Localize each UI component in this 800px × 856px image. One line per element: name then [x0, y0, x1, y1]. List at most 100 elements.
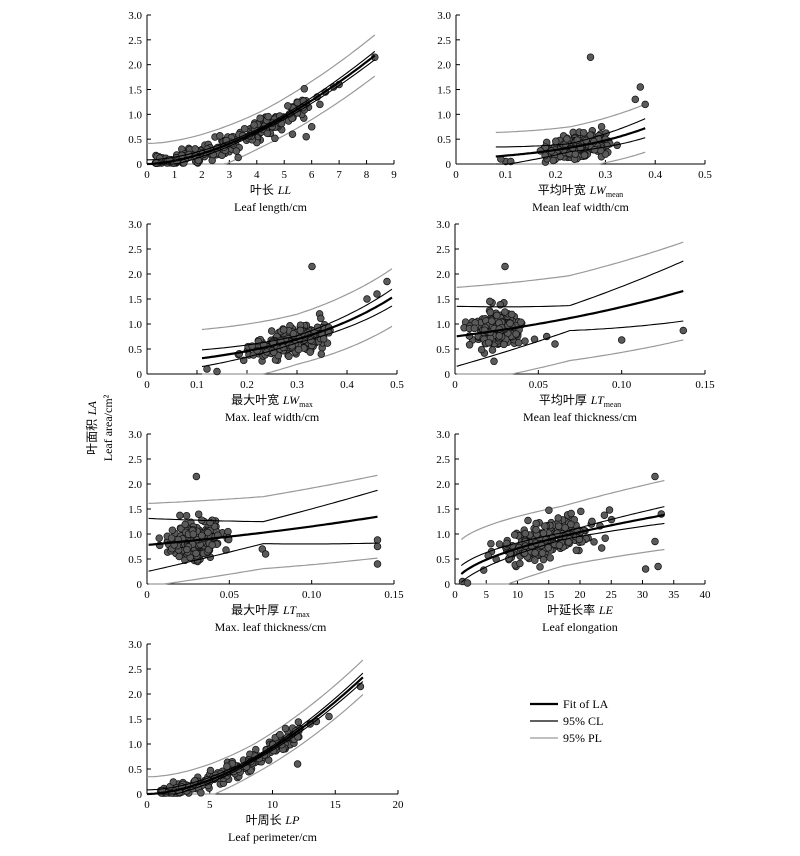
data-point — [555, 541, 564, 550]
data-point — [263, 129, 272, 138]
y-tick-label: 0 — [137, 159, 143, 171]
x-tick-label: 0.1 — [499, 169, 513, 181]
x-tick-label: 0.3 — [599, 169, 613, 181]
y-tick-label: 3.0 — [436, 219, 450, 231]
data-point — [554, 522, 563, 530]
fit-line — [456, 289, 684, 338]
data-point — [605, 506, 614, 514]
pl-upper-line — [148, 474, 378, 504]
cl-lower-line — [456, 320, 684, 367]
x-label-en: Mean leaf thickness/cm — [523, 410, 638, 424]
y-tick-label: 0.5 — [437, 134, 451, 146]
data-point — [564, 538, 573, 546]
x-tick-label: 3 — [227, 169, 233, 181]
x-tick-label: 5 — [484, 589, 490, 601]
y-tick-label: 1.0 — [436, 529, 450, 541]
data-point — [552, 137, 560, 146]
y-tick-label: 1.5 — [436, 294, 450, 306]
y-tick-label: 2.5 — [128, 244, 142, 256]
data-point — [493, 311, 501, 320]
fit-line — [201, 296, 393, 360]
data-point — [651, 537, 659, 546]
data-point — [216, 132, 224, 140]
cl-upper-line — [147, 672, 364, 791]
y-tick-label: 3.0 — [128, 639, 142, 651]
cl-lower-line — [147, 59, 376, 165]
pl-upper-line — [147, 34, 376, 144]
panel-LP: 0 0.5 1.0 1.5 2.0 2.5 3.0 0 5 10 15 20 叶周长 LP Leaf pe… — [128, 639, 404, 844]
cl-upper-line — [148, 489, 378, 523]
data-point — [477, 345, 486, 354]
x-tick-label: 15 — [330, 799, 342, 811]
data-point — [487, 539, 495, 548]
x-tick-label: 5 — [207, 799, 213, 811]
panel-LTmean: 0 0.5 1.0 1.5 2.0 2.5 3.0 0 0.05 0.10 0.15 平均叶厚 LTm… — [436, 219, 715, 424]
y-tick-label: 2.0 — [128, 60, 142, 72]
y-tick-label: 2.0 — [437, 60, 451, 72]
y-tick-label: 3.0 — [128, 219, 142, 231]
data-point — [204, 528, 212, 537]
y-tick-label: 2.5 — [436, 454, 450, 466]
data-point — [264, 112, 272, 121]
y-tick-label: 0.5 — [128, 134, 142, 146]
x-tick-label: 0.2 — [240, 379, 254, 391]
pl-lower-line — [461, 548, 665, 585]
data-point — [373, 560, 382, 568]
x-tick-label: 0.5 — [698, 169, 712, 181]
x-label-cn: 最大叶厚 LTmax — [231, 603, 310, 619]
legend-label: Fit of LA — [563, 697, 609, 711]
data-point — [175, 552, 183, 561]
x-tick-label: 40 — [700, 589, 712, 601]
y-tick-label: 1.5 — [436, 504, 450, 516]
y-tick-label: 1.0 — [437, 109, 451, 121]
data-point — [532, 519, 540, 528]
data-point — [514, 338, 523, 347]
x-label-en: Leaf perimeter/cm — [228, 830, 318, 844]
y-tick-label: 0 — [445, 369, 451, 381]
pl-lower-line — [148, 557, 378, 585]
data-point — [636, 83, 645, 91]
data-point — [521, 529, 530, 538]
data-point — [383, 277, 391, 286]
data-point — [470, 324, 479, 333]
x-tick-label: 4 — [254, 169, 260, 181]
data-point — [373, 542, 382, 551]
data-point — [302, 132, 310, 141]
data-point — [545, 506, 553, 514]
data-point — [488, 346, 497, 354]
x-label-cn: 叶延长率 LE — [547, 602, 614, 617]
data-point — [261, 550, 270, 558]
y-tick-label: 0.5 — [128, 764, 142, 776]
x-tick-label: 10 — [512, 589, 524, 601]
y-tick-label: 1.0 — [436, 319, 450, 331]
x-tick-label: 0 — [144, 379, 150, 391]
y-tick-label: 0 — [137, 369, 143, 381]
data-point — [580, 151, 589, 159]
x-tick-label: 9 — [391, 169, 397, 181]
data-point — [490, 357, 498, 366]
data-point — [531, 549, 539, 557]
pl-lower-line — [456, 339, 684, 375]
x-label-cn: 平均叶厚 LTmean — [539, 393, 621, 409]
data-point — [597, 544, 606, 552]
x-tick-label: 8 — [364, 169, 370, 181]
y-tick-label: 2.0 — [436, 269, 450, 281]
data-point — [213, 367, 221, 376]
y-tick-label: 0.5 — [436, 554, 450, 566]
y-tick-label: 2.5 — [128, 454, 142, 466]
pl-upper-line — [146, 659, 364, 778]
y-tick-label: 1.0 — [128, 319, 142, 331]
x-tick-label: 0 — [453, 169, 459, 181]
x-label-cn: 叶周长 LP — [246, 813, 301, 827]
data-point — [577, 507, 585, 516]
y-tick-label: 1.5 — [128, 504, 142, 516]
data-point — [176, 511, 184, 520]
x-tick-label: 15 — [543, 589, 555, 601]
x-label-en: Leaf elongation — [542, 620, 618, 634]
x-tick-label: 0.05 — [529, 379, 549, 391]
x-tick-label: 0.15 — [695, 379, 715, 391]
data-point — [294, 718, 303, 726]
data-point — [308, 262, 316, 271]
cl-upper-line — [456, 260, 684, 308]
cl-upper-line — [495, 118, 646, 148]
